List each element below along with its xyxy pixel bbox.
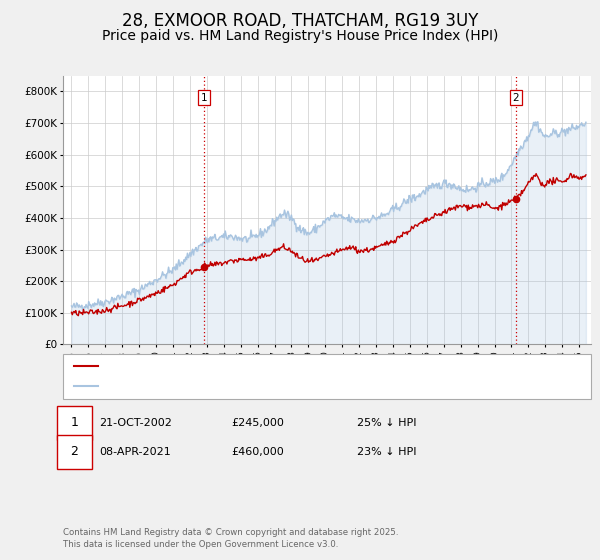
Text: Price paid vs. HM Land Registry's House Price Index (HPI): Price paid vs. HM Land Registry's House … xyxy=(102,29,498,44)
Text: 1: 1 xyxy=(200,93,207,102)
Text: 25% ↓ HPI: 25% ↓ HPI xyxy=(357,418,416,428)
Text: 21-OCT-2002: 21-OCT-2002 xyxy=(99,418,172,428)
Text: £460,000: £460,000 xyxy=(231,447,284,457)
Text: 2: 2 xyxy=(70,445,79,459)
Text: 1: 1 xyxy=(70,416,79,430)
Text: 2: 2 xyxy=(513,93,520,102)
Text: £245,000: £245,000 xyxy=(231,418,284,428)
Text: 23% ↓ HPI: 23% ↓ HPI xyxy=(357,447,416,457)
Text: Contains HM Land Registry data © Crown copyright and database right 2025.
This d: Contains HM Land Registry data © Crown c… xyxy=(63,528,398,549)
Text: 28, EXMOOR ROAD, THATCHAM, RG19 3UY: 28, EXMOOR ROAD, THATCHAM, RG19 3UY xyxy=(122,12,478,30)
Text: 28, EXMOOR ROAD, THATCHAM, RG19 3UY (detached house): 28, EXMOOR ROAD, THATCHAM, RG19 3UY (det… xyxy=(104,361,421,371)
Text: HPI: Average price, detached house, West Berkshire: HPI: Average price, detached house, West… xyxy=(104,381,375,391)
Text: 08-APR-2021: 08-APR-2021 xyxy=(99,447,171,457)
